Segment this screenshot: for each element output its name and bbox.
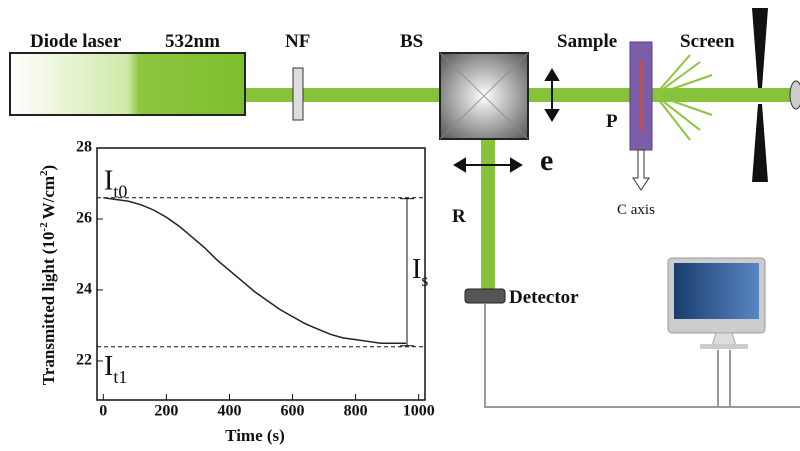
y-tick-label: 26 [76, 210, 92, 227]
annotation-main: I [104, 166, 113, 197]
reflected-beam [481, 139, 495, 289]
inset-chart: Time (s) Transmitted light (10-2 W/cm2) 0… [38, 139, 435, 445]
x-tick-label: 1000 [403, 403, 435, 420]
label: R [452, 206, 466, 227]
detector [464, 288, 506, 304]
screen-top [752, 8, 768, 88]
x-tick-label: 0 [99, 403, 107, 420]
c-axis-arrow [632, 149, 650, 191]
label: e [540, 144, 553, 177]
label: Sample [557, 31, 617, 52]
x-tick-label: 600 [281, 403, 305, 420]
polarizer-r [453, 157, 523, 173]
data-line [103, 196, 407, 344]
label: Screen [680, 31, 735, 52]
y-label-sup: -2 [38, 222, 50, 232]
x-tick-label: 800 [344, 403, 368, 420]
plot-frame [96, 147, 426, 401]
label: C axis [617, 202, 655, 218]
screen-bottom [752, 104, 768, 182]
annotation-main: I [412, 254, 421, 285]
label: 532nm [165, 31, 220, 52]
label: P [606, 111, 618, 132]
y-label-part: W/cm [39, 176, 58, 219]
laser-box [9, 52, 246, 116]
cube-edges [439, 52, 529, 140]
annotation-sub: t0 [113, 182, 127, 202]
annotation-sub: s [421, 270, 428, 290]
annotation: It1 [104, 351, 127, 387]
x-axis-label: Time (s) [225, 426, 285, 445]
x-tick-label: 200 [154, 403, 178, 420]
annotation: Is [412, 254, 428, 290]
wires [484, 303, 800, 408]
annotation-sub: t1 [113, 367, 127, 387]
y-label-part: Transmitted light (10 [39, 232, 58, 386]
y-tick-label: 24 [76, 281, 92, 298]
computer [667, 257, 766, 349]
y-tick-label: 28 [76, 139, 92, 156]
y-tick-label: 22 [76, 352, 92, 369]
lens [544, 68, 560, 122]
y-axis-label: Transmitted light (10-2 W/cm2) [38, 165, 58, 385]
y-label-sup: 2 [38, 170, 50, 176]
label: Detector [509, 287, 579, 308]
annotation-main: I [104, 351, 113, 382]
label: Diode laser [30, 31, 122, 52]
annotation: It0 [104, 166, 127, 202]
scattered-light [654, 54, 713, 141]
label: NF [285, 31, 310, 52]
label: BS [400, 31, 423, 52]
screen-lens [789, 80, 800, 110]
x-tick-label: 400 [217, 403, 241, 420]
filter [292, 67, 304, 121]
y-label-part: ) [39, 165, 58, 171]
